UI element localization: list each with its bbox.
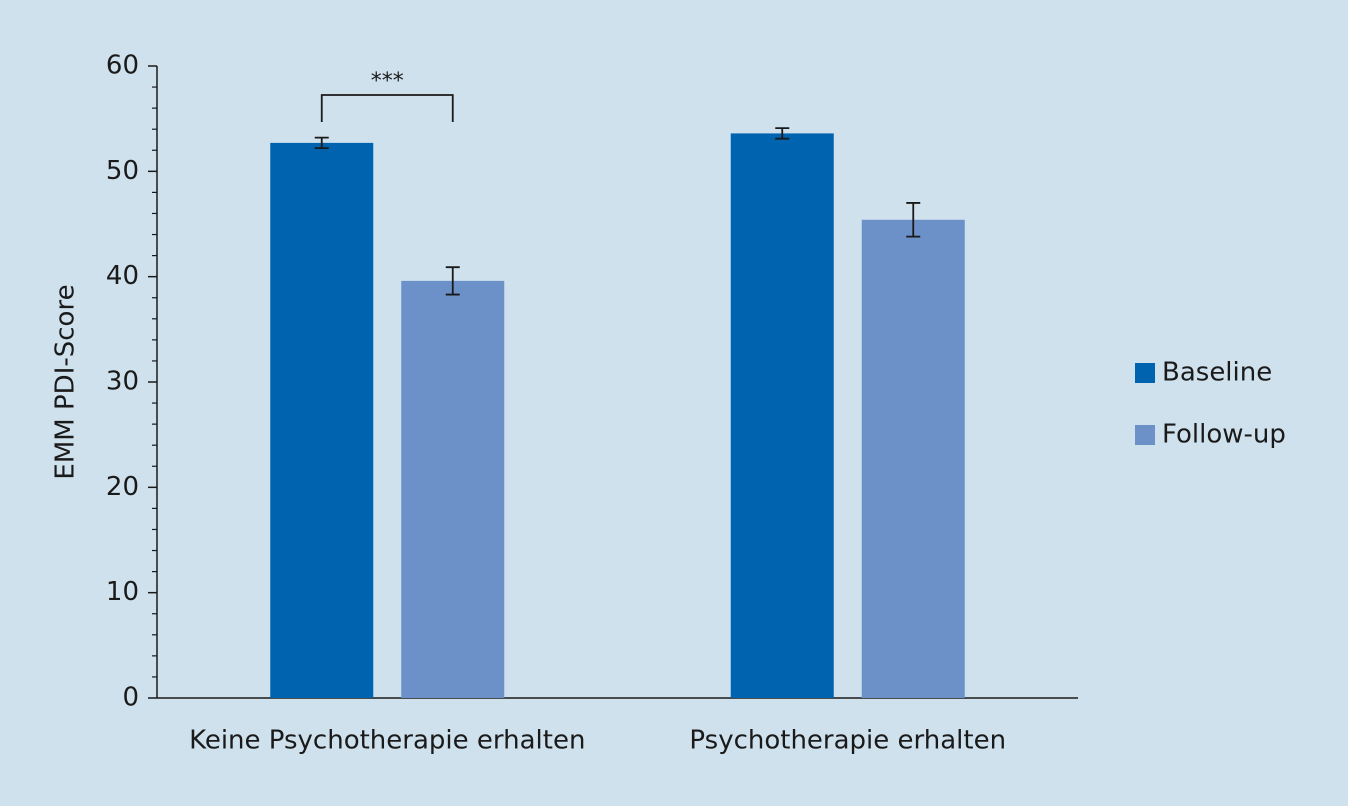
y-tick-label: 0 bbox=[122, 683, 139, 713]
y-tick-label: 60 bbox=[106, 51, 139, 81]
legend-label: Baseline bbox=[1162, 358, 1272, 388]
error-bar bbox=[775, 127, 790, 140]
y-tick-label: 40 bbox=[106, 261, 139, 291]
x-tick-label: Keine Psychotherapie erhalten bbox=[189, 726, 585, 756]
y-tick-label: 30 bbox=[106, 367, 139, 397]
bar bbox=[401, 280, 505, 698]
y-tick-label: 10 bbox=[106, 577, 139, 607]
y-tick-label: 20 bbox=[106, 472, 139, 502]
y-tick-label: 50 bbox=[106, 156, 139, 186]
legend-swatch bbox=[1135, 363, 1155, 383]
error-bar bbox=[906, 202, 921, 238]
significance-bracket bbox=[320, 94, 454, 122]
bar bbox=[730, 133, 834, 698]
y-axis-label: EMM PDI-Score bbox=[51, 284, 81, 479]
legend-label: Follow-up bbox=[1162, 420, 1286, 450]
annotation: *** bbox=[371, 69, 404, 94]
x-tick-label: Psychotherapie erhalten bbox=[689, 726, 1006, 756]
legend-swatch bbox=[1135, 425, 1155, 445]
error-bar bbox=[445, 266, 460, 296]
bar bbox=[270, 142, 374, 699]
bar bbox=[861, 219, 965, 698]
error-bar bbox=[314, 136, 329, 150]
